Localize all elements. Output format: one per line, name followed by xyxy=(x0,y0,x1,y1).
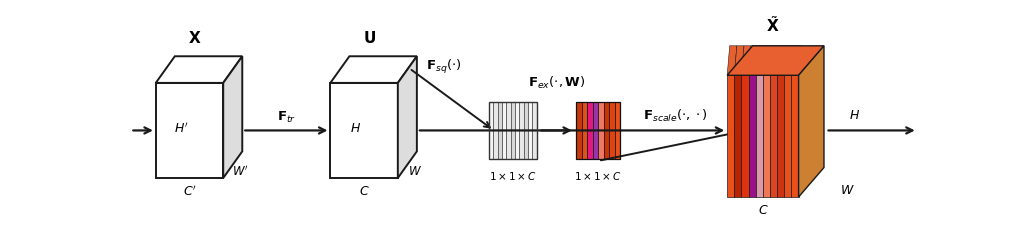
Text: $\mathbf{F}_{sq}(\cdot)$: $\mathbf{F}_{sq}(\cdot)$ xyxy=(426,58,462,76)
Polygon shape xyxy=(515,102,519,159)
Text: $H$: $H$ xyxy=(350,122,361,135)
Polygon shape xyxy=(156,56,243,83)
Polygon shape xyxy=(727,46,737,75)
Text: $\mathbf{F}_{tr}$: $\mathbf{F}_{tr}$ xyxy=(276,110,296,125)
Polygon shape xyxy=(734,46,744,75)
Polygon shape xyxy=(763,46,772,75)
Polygon shape xyxy=(223,56,243,178)
Text: $H'$: $H'$ xyxy=(174,121,188,136)
Text: $\mathbf{F}_{ex}(\cdot,\mathbf{W})$: $\mathbf{F}_{ex}(\cdot,\mathbf{W})$ xyxy=(527,75,586,91)
Text: $C'$: $C'$ xyxy=(182,184,197,199)
Polygon shape xyxy=(784,75,792,197)
Polygon shape xyxy=(777,75,784,197)
Text: $C$: $C$ xyxy=(358,185,370,198)
Polygon shape xyxy=(397,56,417,178)
Polygon shape xyxy=(598,102,604,159)
Polygon shape xyxy=(741,75,749,197)
Polygon shape xyxy=(799,46,824,197)
Polygon shape xyxy=(604,102,609,159)
Polygon shape xyxy=(763,75,770,197)
Text: $C$: $C$ xyxy=(758,204,768,217)
Polygon shape xyxy=(528,102,532,159)
Polygon shape xyxy=(749,75,756,197)
Polygon shape xyxy=(792,46,801,75)
Polygon shape xyxy=(727,75,734,197)
Polygon shape xyxy=(727,46,824,75)
Polygon shape xyxy=(494,102,498,159)
Polygon shape xyxy=(519,102,523,159)
Polygon shape xyxy=(532,102,537,159)
Text: $\mathbf{U}$: $\mathbf{U}$ xyxy=(364,30,376,46)
Text: $H$: $H$ xyxy=(849,109,860,122)
Polygon shape xyxy=(489,102,494,159)
Polygon shape xyxy=(749,46,759,75)
Polygon shape xyxy=(507,102,511,159)
Polygon shape xyxy=(502,102,507,159)
Polygon shape xyxy=(593,102,598,159)
Polygon shape xyxy=(734,75,741,197)
Text: $W$: $W$ xyxy=(841,184,855,197)
Polygon shape xyxy=(792,75,799,197)
Polygon shape xyxy=(756,46,765,75)
Polygon shape xyxy=(511,102,515,159)
Polygon shape xyxy=(609,102,614,159)
Text: $1\times1\times C$: $1\times1\times C$ xyxy=(574,170,623,182)
Text: $\mathbf{X}$: $\mathbf{X}$ xyxy=(188,30,202,46)
Polygon shape xyxy=(498,102,502,159)
Polygon shape xyxy=(756,75,763,197)
Text: $W'$: $W'$ xyxy=(231,164,248,179)
Polygon shape xyxy=(156,83,223,178)
Polygon shape xyxy=(331,83,397,178)
Polygon shape xyxy=(577,102,582,159)
Polygon shape xyxy=(770,75,777,197)
Polygon shape xyxy=(770,46,779,75)
Text: $1\times1\times C$: $1\times1\times C$ xyxy=(488,170,537,182)
Polygon shape xyxy=(741,46,752,75)
Text: $\mathbf{F}_{scale}(\cdot,\cdot)$: $\mathbf{F}_{scale}(\cdot,\cdot)$ xyxy=(643,108,708,124)
Polygon shape xyxy=(784,46,794,75)
Polygon shape xyxy=(331,56,417,83)
Polygon shape xyxy=(777,46,786,75)
Text: $W$: $W$ xyxy=(408,165,422,178)
Polygon shape xyxy=(588,102,593,159)
Polygon shape xyxy=(614,102,620,159)
Polygon shape xyxy=(582,102,588,159)
Text: $\tilde{\mathbf{X}}$: $\tilde{\mathbf{X}}$ xyxy=(766,15,779,35)
Polygon shape xyxy=(523,102,528,159)
